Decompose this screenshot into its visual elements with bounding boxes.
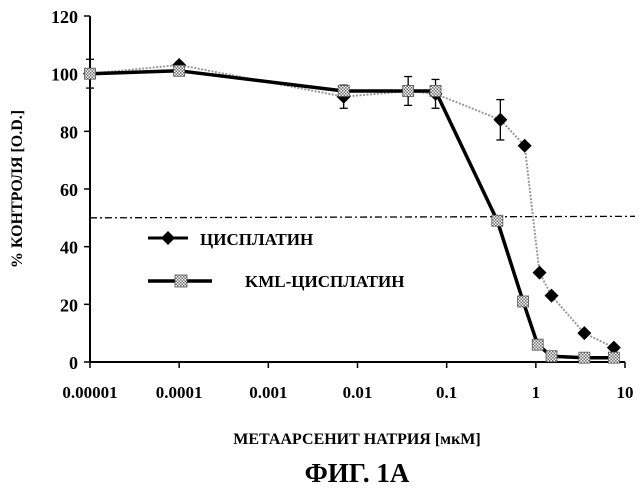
legend-label-kml-cisplatin: KML-ЦИСПЛАТИН [245,272,404,291]
data-point-s1 [546,351,557,362]
y-ticks: 0 20 40 60 80 100 120 [51,7,90,373]
data-point-s1 [579,352,590,363]
series-line-0 [90,65,614,348]
reference-line-50 [90,216,635,218]
legend-square-icon [175,275,187,287]
y-tick-label: 20 [60,295,78,315]
legend: ЦИСПЛАТИН KML-ЦИСПЛАТИН [148,230,404,291]
data-point-s1 [518,296,529,307]
y-tick-label: 80 [60,122,78,142]
series-lines [90,65,614,358]
series-line-1 [90,71,614,358]
x-tick-label: 10 [617,383,634,402]
data-point-s1 [174,65,185,76]
y-tick-label: 0 [69,353,78,373]
x-ticks: 0.00001 0.0001 0.001 0.01 0.1 1 10 [62,362,633,402]
y-tick-label: 120 [51,7,78,27]
x-tick-label: 0.1 [436,383,457,402]
data-point-s1 [430,85,441,96]
axes [90,16,625,362]
y-tick-label: 40 [60,238,78,258]
x-axis-label: МЕТААРСЕНИТ НАТРИЯ [мкМ] [233,431,480,448]
x-tick-label: 0.0001 [156,383,203,402]
figure-label: ФИГ. 1А [305,458,410,488]
data-point-s1 [532,339,543,350]
x-tick-label: 0.001 [249,383,287,402]
legend-label-cisplatin: ЦИСПЛАТИН [200,230,313,249]
data-point-s1 [403,85,414,96]
y-tick-label: 60 [60,180,78,200]
legend-item-cisplatin: ЦИСПЛАТИН [148,230,313,249]
data-point-s1 [85,68,96,79]
data-point-s0 [518,139,532,153]
y-tick-label: 100 [51,65,78,85]
data-point-s1 [338,85,349,96]
x-tick-label: 0.00001 [62,383,117,402]
data-point-s1 [608,352,619,363]
x-tick-label: 1 [532,383,541,402]
legend-diamond-icon [161,231,175,245]
data-point-s0 [545,289,559,303]
series-markers [83,58,621,363]
data-point-s0 [493,113,507,127]
data-point-s0 [533,266,547,280]
data-point-s1 [492,215,503,226]
legend-item-kml-cisplatin: KML-ЦИСПЛАТИН [148,272,404,291]
x-tick-label: 0.01 [343,383,373,402]
y-axis-label: % КОНТРОЛЯ [O.D.] [9,110,26,268]
